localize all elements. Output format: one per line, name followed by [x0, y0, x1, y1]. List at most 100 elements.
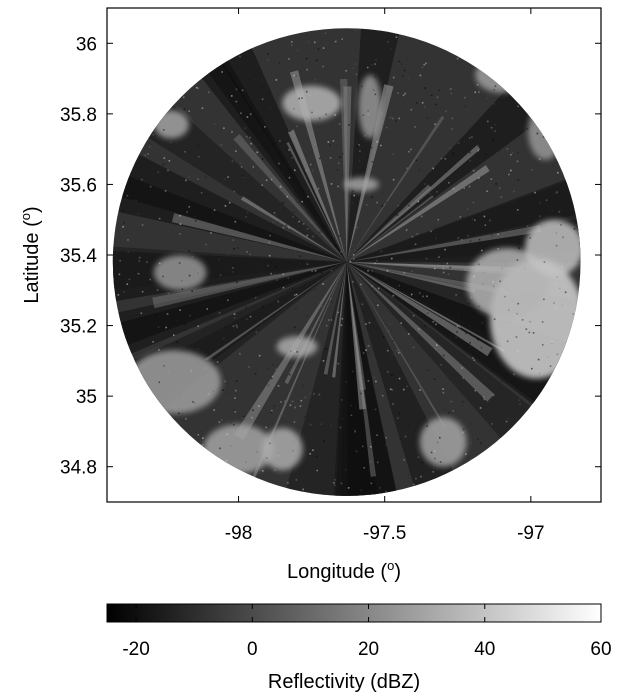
radar-reflectivity-disk	[112, 28, 581, 496]
clutter-speckle	[265, 457, 268, 459]
clutter-speckle	[152, 133, 154, 136]
clutter-speckle	[318, 393, 321, 396]
clutter-speckle	[292, 441, 294, 443]
clutter-speckle	[387, 330, 390, 332]
clutter-speckle	[477, 338, 479, 341]
clutter-speckle	[322, 47, 325, 49]
clutter-speckle	[270, 178, 273, 181]
clutter-speckle	[376, 201, 378, 204]
clutter-speckle	[494, 130, 496, 132]
clutter-speckle	[300, 399, 303, 402]
clutter-speckle	[322, 65, 324, 68]
clutter-speckle	[491, 234, 493, 237]
clutter-speckle	[179, 309, 181, 311]
clutter-speckle	[430, 230, 432, 233]
clutter-speckle	[345, 69, 347, 72]
clutter-speckle	[344, 468, 347, 471]
clutter-speckle	[434, 348, 437, 350]
radar-wedge	[112, 132, 347, 263]
clutter-speckle	[234, 220, 237, 223]
radar-streak	[233, 134, 347, 263]
clutter-speckle	[434, 237, 437, 240]
clutter-speckle	[507, 309, 510, 312]
clutter-speckle	[311, 111, 313, 114]
clutter-speckle	[492, 280, 494, 283]
clutter-speckle	[422, 295, 424, 298]
clutter-speckle	[462, 431, 464, 434]
clutter-speckle	[390, 257, 393, 260]
clutter-speckle	[419, 328, 422, 331]
radar-streak	[346, 262, 447, 429]
clutter-speckle	[419, 74, 422, 77]
clutter-speckle	[293, 294, 296, 296]
clutter-speckle	[205, 403, 208, 405]
clutter-speckle	[456, 57, 459, 60]
clutter-speckle	[326, 31, 329, 34]
radar-streak	[240, 196, 347, 263]
clutter-speckle	[188, 249, 190, 252]
clutter-speckle	[432, 471, 435, 473]
clutter-speckle	[463, 187, 465, 189]
clutter-speckle	[499, 280, 501, 283]
clutter-speckle	[408, 204, 410, 207]
clutter-speckle	[338, 123, 341, 125]
clutter-speckle	[254, 296, 257, 299]
clutter-speckle	[317, 48, 320, 50]
clutter-speckle	[414, 46, 417, 49]
clutter-speckle	[268, 442, 271, 445]
clutter-speckle	[455, 294, 457, 296]
clutter-speckle	[235, 100, 238, 103]
clutter-speckle	[462, 377, 464, 379]
clutter-speckle	[302, 385, 304, 387]
clutter-speckle	[336, 169, 339, 171]
clutter-speckle	[396, 349, 399, 352]
clutter-speckle	[149, 278, 151, 281]
clutter-speckle	[446, 262, 449, 265]
clutter-speckle	[282, 273, 285, 276]
clutter-speckle	[244, 127, 247, 129]
clutter-speckle	[234, 411, 236, 413]
radar-wedge	[112, 243, 347, 296]
clutter-speckle	[428, 425, 430, 427]
clutter-speckle	[398, 60, 401, 63]
clutter-speckle	[288, 176, 291, 179]
clutter-speckle	[474, 91, 477, 94]
clutter-speckle	[473, 359, 476, 361]
echo-cell	[419, 417, 467, 467]
clutter-speckle	[362, 352, 365, 354]
clutter-speckle	[164, 190, 167, 192]
radar-streak	[346, 262, 462, 329]
clutter-speckle	[385, 201, 388, 204]
clutter-speckle	[365, 349, 367, 351]
clutter-speckle	[556, 191, 558, 194]
clutter-speckle	[466, 107, 469, 110]
clutter-speckle	[478, 88, 481, 91]
clutter-speckle	[342, 417, 344, 420]
clutter-speckle	[137, 212, 140, 215]
clutter-speckle	[370, 445, 372, 448]
clutter-speckle	[391, 354, 393, 356]
clutter-speckle	[511, 300, 514, 302]
clutter-speckle	[435, 344, 438, 347]
clutter-speckle	[366, 156, 369, 159]
clutter-speckle	[452, 409, 455, 412]
clutter-speckle	[450, 92, 453, 95]
clutter-speckle	[197, 325, 200, 328]
clutter-speckle	[289, 102, 292, 104]
clutter-speckle	[469, 240, 472, 243]
clutter-speckle	[395, 120, 398, 122]
clutter-speckle	[162, 275, 164, 278]
clutter-speckle	[354, 63, 357, 65]
clutter-speckle	[167, 204, 169, 206]
clutter-speckle	[359, 244, 362, 247]
clutter-speckle	[555, 283, 557, 285]
clutter-speckle	[505, 420, 508, 423]
clutter-speckle	[192, 401, 194, 403]
clutter-speckle	[275, 265, 278, 268]
clutter-speckle	[516, 209, 519, 211]
clutter-speckle	[410, 108, 413, 111]
clutter-speckle	[231, 160, 234, 162]
radar-streak	[287, 129, 347, 263]
clutter-speckle	[242, 175, 244, 177]
clutter-speckle	[278, 162, 280, 165]
